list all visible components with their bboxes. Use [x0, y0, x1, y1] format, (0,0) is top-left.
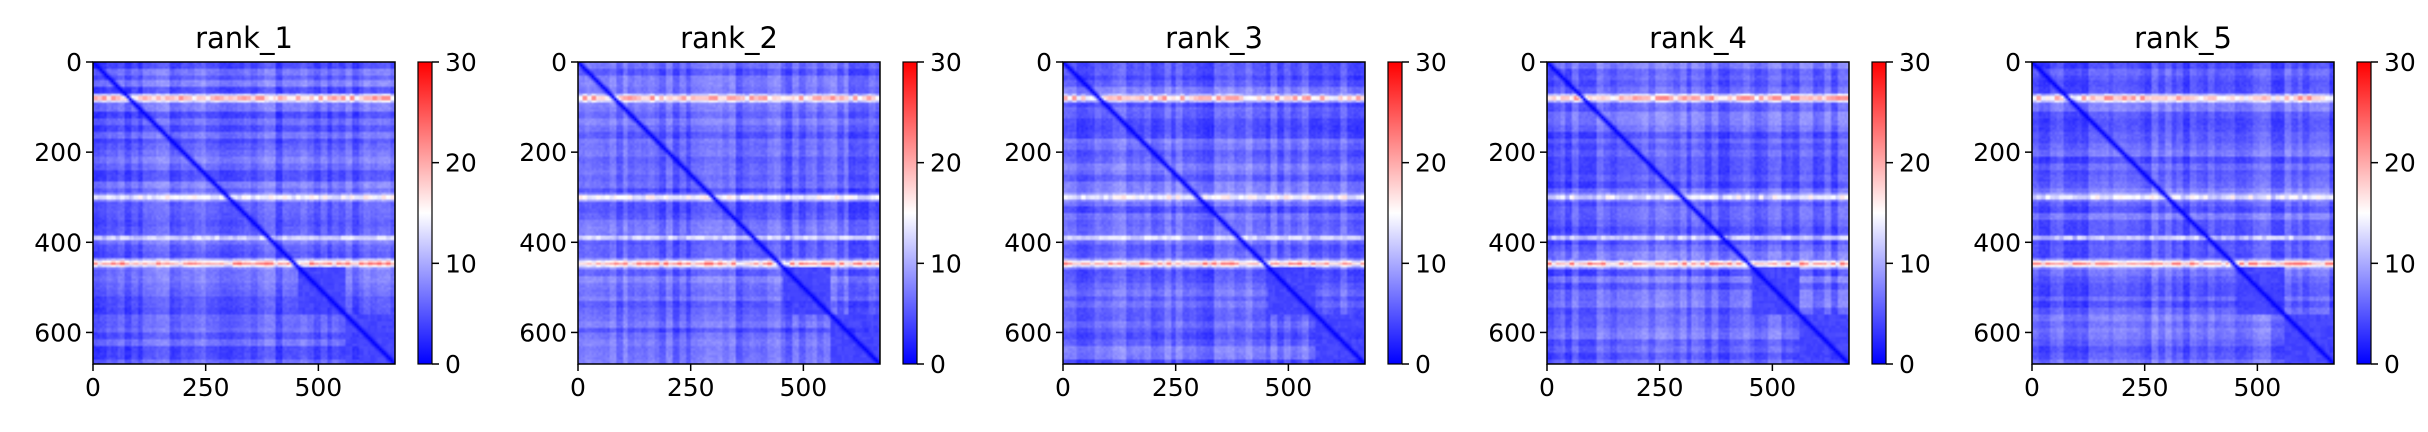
y-tick-label: 400 [1973, 228, 2021, 257]
colorbar-tick-label: 0 [930, 350, 946, 379]
subplot-title: rank_4 [1649, 21, 1747, 55]
colorbar-tick-label: 20 [2384, 149, 2416, 178]
colorbar-tick-label: 30 [1899, 48, 1931, 77]
x-tick-label: 250 [182, 373, 230, 402]
colorbar-tick-label: 30 [930, 48, 962, 77]
colorbar-tick-label: 0 [445, 350, 461, 379]
heatmap-image [93, 62, 395, 364]
heatmap-image [1063, 62, 1365, 364]
y-tick-label: 0 [551, 48, 567, 77]
y-tick-label: 600 [519, 318, 567, 347]
colorbar [417, 61, 433, 365]
y-tick-label: 200 [34, 138, 82, 167]
y-tick-label: 400 [1004, 228, 1052, 257]
colorbar-tick-label: 10 [1899, 249, 1931, 278]
y-tick-label: 400 [519, 228, 567, 257]
axes-frame [1546, 61, 1850, 365]
x-tick-label: 500 [780, 373, 828, 402]
x-tick-label: 250 [1636, 373, 1684, 402]
x-tick-label: 500 [2234, 373, 2282, 402]
x-tick-label: 500 [295, 373, 343, 402]
y-tick-label: 400 [34, 228, 82, 257]
y-tick-label: 600 [1004, 318, 1052, 347]
y-tick-label: 200 [1488, 138, 1536, 167]
colorbar-tick-label: 20 [1415, 149, 1447, 178]
colorbar-tick-label: 20 [930, 149, 962, 178]
colorbar-tick-label: 30 [1415, 48, 1447, 77]
heatmap-image [578, 62, 880, 364]
y-tick-label: 0 [2005, 48, 2021, 77]
axes-frame [1062, 61, 1366, 365]
colorbar-tick-label: 10 [930, 249, 962, 278]
x-tick-label: 250 [1152, 373, 1200, 402]
colorbar-tick-label: 10 [1415, 249, 1447, 278]
y-tick-label: 200 [1004, 138, 1052, 167]
y-tick-label: 200 [1973, 138, 2021, 167]
x-tick-label: 0 [570, 373, 586, 402]
x-tick-label: 500 [1265, 373, 1313, 402]
axes-frame [577, 61, 881, 365]
colorbar-tick-label: 0 [1415, 350, 1431, 379]
y-tick-label: 0 [1036, 48, 1052, 77]
y-tick-label: 600 [34, 318, 82, 347]
x-tick-label: 0 [1539, 373, 1555, 402]
subplot-title: rank_3 [1165, 21, 1263, 55]
x-tick-label: 250 [667, 373, 715, 402]
y-tick-label: 0 [1520, 48, 1536, 77]
colorbar-tick-label: 20 [1899, 149, 1931, 178]
subplot-title: rank_5 [2134, 21, 2232, 55]
colorbar-tick-label: 10 [445, 249, 477, 278]
y-tick-label: 600 [1488, 318, 1536, 347]
y-tick-label: 400 [1488, 228, 1536, 257]
y-tick-label: 200 [519, 138, 567, 167]
heatmap-image [1547, 62, 1849, 364]
colorbar [2356, 61, 2372, 365]
y-tick-label: 0 [66, 48, 82, 77]
axes-frame [2031, 61, 2335, 365]
subplot-title: rank_2 [680, 21, 778, 55]
x-tick-label: 500 [1749, 373, 1797, 402]
colorbar [902, 61, 918, 365]
colorbar-tick-label: 0 [1899, 350, 1915, 379]
colorbar [1871, 61, 1887, 365]
x-tick-label: 0 [2024, 373, 2040, 402]
heatmap-image [2032, 62, 2334, 364]
colorbar-tick-label: 0 [2384, 350, 2400, 379]
colorbar [1387, 61, 1403, 365]
x-tick-label: 0 [85, 373, 101, 402]
colorbar-tick-label: 30 [445, 48, 477, 77]
subplot-title: rank_1 [195, 21, 293, 55]
x-tick-label: 0 [1055, 373, 1071, 402]
colorbar-tick-label: 20 [445, 149, 477, 178]
axes-frame [92, 61, 396, 365]
colorbar-tick-label: 30 [2384, 48, 2416, 77]
colorbar-tick-label: 10 [2384, 249, 2416, 278]
y-tick-label: 600 [1973, 318, 2021, 347]
x-tick-label: 250 [2121, 373, 2169, 402]
